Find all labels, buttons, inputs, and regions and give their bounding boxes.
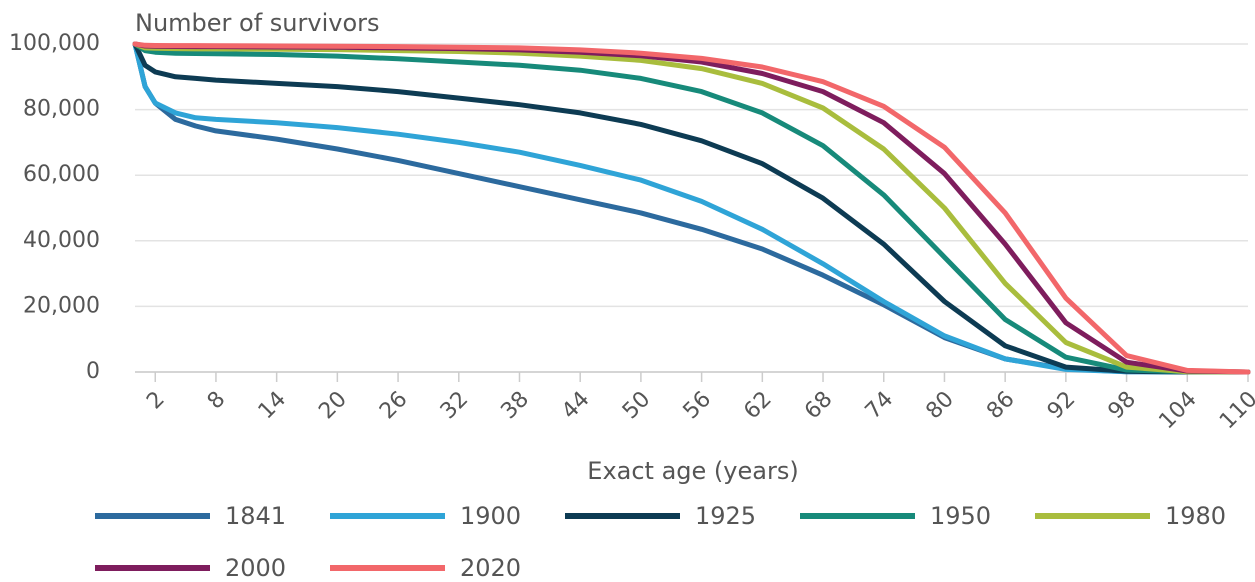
x-tick-label: 20 <box>314 387 351 424</box>
x-tick-label: 86 <box>982 387 1019 424</box>
series-line <box>132 41 1251 375</box>
y-tick-label: 20,000 <box>23 293 100 318</box>
x-tick-label: 2 <box>142 387 170 415</box>
legend-label: 1950 <box>930 502 991 530</box>
legend-label: 1900 <box>460 502 521 530</box>
x-tick-label: 80 <box>921 387 958 424</box>
x-tick-label: 44 <box>557 387 594 424</box>
x-tick-label: 14 <box>254 387 291 424</box>
x-tick-label: 74 <box>861 387 898 424</box>
legend-label: 2020 <box>460 554 521 578</box>
y-tick-label: 60,000 <box>23 162 100 187</box>
x-tick-label: 56 <box>679 387 716 424</box>
x-tick-label: 26 <box>375 387 412 424</box>
legend-label: 2000 <box>225 554 286 578</box>
series-line <box>132 41 1251 375</box>
legend-label: 1925 <box>695 502 756 530</box>
x-tick-label: 92 <box>1043 387 1080 424</box>
legend-label: 1980 <box>1165 502 1226 530</box>
x-tick-label: 8 <box>203 387 231 415</box>
x-tick-label: 98 <box>1104 387 1141 424</box>
x-tick-label: 104 <box>1154 387 1201 434</box>
x-tick-label: 62 <box>739 387 776 424</box>
y-tick-label: 40,000 <box>23 228 100 253</box>
x-tick-label: 50 <box>618 387 655 424</box>
x-tick-label: 38 <box>496 387 533 424</box>
x-tick-label: 68 <box>800 387 837 424</box>
y-tick-label: 0 <box>86 359 100 384</box>
series-line <box>132 41 1251 375</box>
series-line <box>132 41 1251 375</box>
legend-label: 1841 <box>225 502 286 530</box>
y-tick-label: 100,000 <box>9 31 100 56</box>
chart-title: Number of survivors <box>135 9 380 37</box>
x-tick-label: 110 <box>1215 387 1255 434</box>
x-axis-label: Exact age (years) <box>587 457 798 485</box>
series-line <box>132 41 1251 375</box>
series-line <box>132 41 1251 375</box>
series-line <box>132 41 1251 375</box>
y-tick-label: 80,000 <box>23 97 100 122</box>
x-tick-label: 32 <box>436 387 473 424</box>
